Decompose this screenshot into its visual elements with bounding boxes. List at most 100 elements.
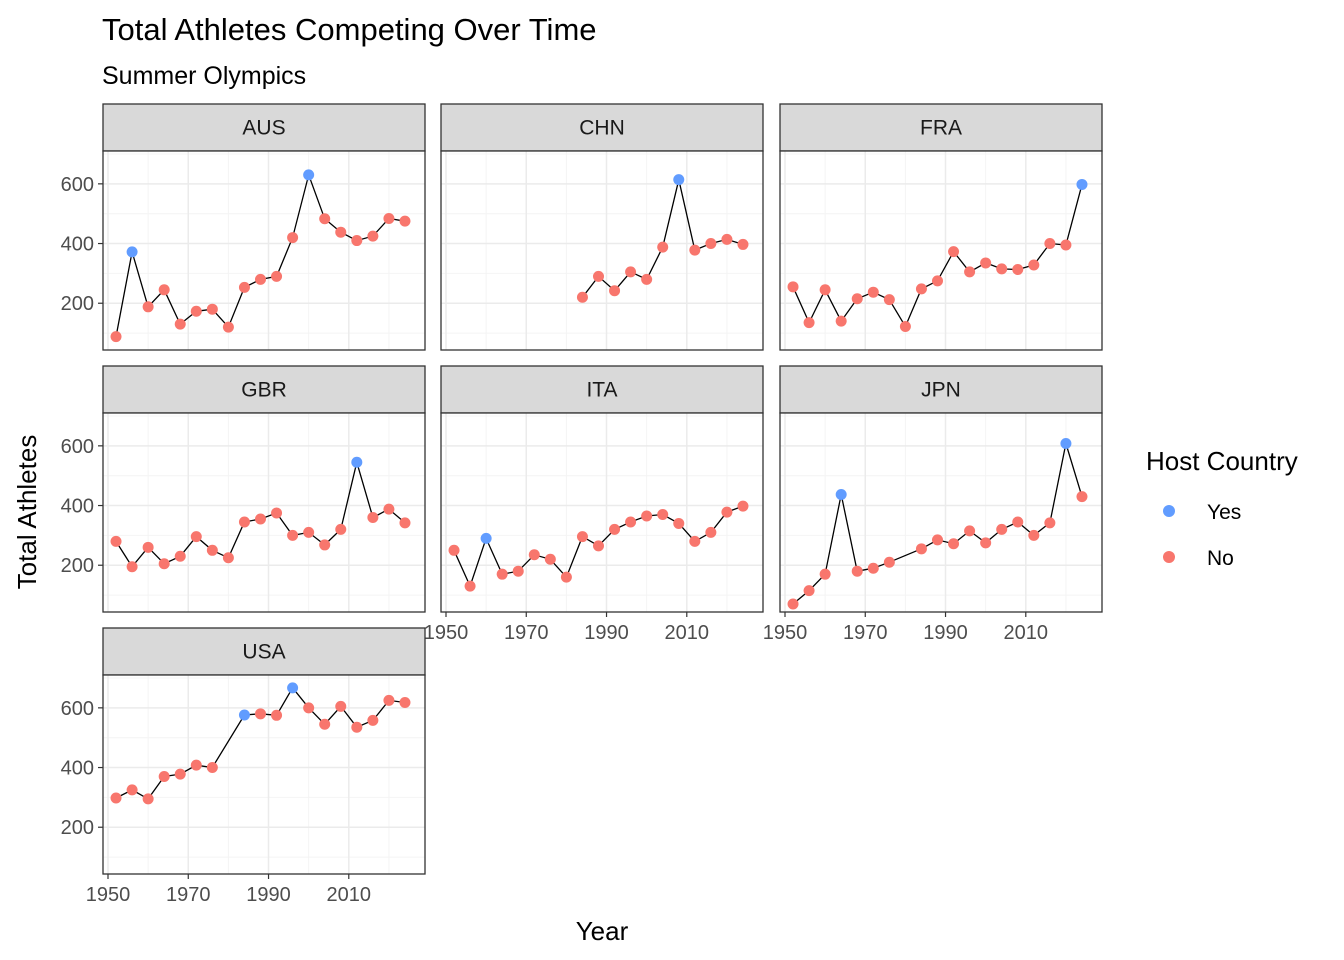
data-point: JPN 1964: 437: [835, 488, 847, 500]
x-tick-label: 1950: [424, 622, 469, 644]
facet-label: ITA: [586, 379, 617, 402]
data-point: CHN 2024: 397: [737, 238, 749, 250]
data-point: CHN 1984: 220: [576, 291, 588, 303]
legend-label-yes: Yes: [1207, 501, 1241, 524]
data-point: AUS 1964: 245: [158, 284, 170, 296]
data-point: FRA 1980: 122: [899, 321, 911, 333]
data-point: AUS 2008: 438: [335, 226, 347, 238]
data-point: JPN 1952: 70: [787, 598, 799, 610]
chart-title: Total Athletes Competing Over Time: [102, 12, 597, 47]
data-point: ITA 1968: 180: [512, 565, 524, 577]
x-axis-title: Year: [576, 916, 629, 946]
data-point: USA 2016: 558: [367, 714, 379, 726]
data-point: CHN 2016: 400: [705, 238, 717, 250]
data-point: CHN 1992: 242: [609, 285, 621, 297]
x-tick-label: 1950: [86, 884, 131, 906]
y-tick-label: 600: [61, 436, 94, 458]
data-point: FRA 1976: 212: [883, 294, 895, 306]
data-point: AUS 1956: 372: [126, 246, 138, 258]
data-point: FRA 1984: 248: [915, 283, 927, 295]
data-point: AUS 1996: 420: [287, 232, 299, 244]
y-tick-label: 400: [61, 758, 94, 780]
y-tick-label: 400: [61, 496, 94, 518]
data-point: GBR 2000: 310: [303, 526, 315, 538]
data-point: GBR 2012: 545: [351, 456, 363, 468]
data-point: CHN 2020: 414: [721, 233, 733, 245]
data-point: GBR 2008: 320: [335, 523, 347, 535]
data-point: JPN 1992: 272: [948, 538, 960, 550]
data-point: GBR 1956: 195: [126, 561, 138, 573]
data-point: GBR 2020: 388: [383, 503, 395, 515]
y-tick-label: 200: [61, 293, 94, 315]
facet-aus: AUS AUS 1952: 88 AUS 1956: 372 AUS 1960: 18…: [61, 103, 426, 351]
data-point: AUS 2016: 425: [367, 230, 379, 242]
data-point: ITA 1976: 220: [544, 553, 556, 565]
data-point: USA 1984: 576: [238, 709, 250, 721]
panel-border: [102, 412, 426, 613]
data-point: FRA 2020: 395: [1060, 239, 1072, 251]
data-point: ITA 1956: 130: [464, 580, 476, 592]
facet-strip: [440, 365, 764, 414]
facet-usa: USA USA 1952: 298 USA 1956: 325 USA 1960: 2…: [61, 627, 426, 906]
data-point: ITA 2024: 398: [737, 500, 749, 512]
data-point: CHN 1996: 305: [625, 266, 637, 278]
data-point: JPN 1956: 115: [803, 585, 815, 597]
data-point: ITA 2016: 310: [705, 526, 717, 538]
panel-background: [103, 413, 425, 612]
legend-title: Host Country: [1146, 446, 1298, 476]
data-point: AUS 1968: 130: [174, 318, 186, 330]
data-point: GBR 1984: 345: [238, 516, 250, 528]
chart-subtitle: Summer Olympics: [102, 62, 306, 90]
data-point: AUS 1976: 180: [206, 303, 218, 315]
panel-border: [779, 412, 1103, 613]
data-point: FRA 2016: 400: [1044, 238, 1056, 250]
x-tick-label: 2010: [327, 884, 372, 906]
data-point: USA 1952: 298: [110, 792, 122, 804]
data-point: FRA 1964: 140: [835, 315, 847, 327]
panel-border: [440, 412, 764, 613]
data-point: JPN 1972: 190: [867, 562, 879, 574]
data-point: FRA 2000: 335: [980, 257, 992, 269]
panel-background: [441, 413, 763, 612]
data-point: JPN 1984: 255: [915, 543, 927, 555]
data-point: ITA 1992: 320: [609, 523, 621, 535]
data-point: GBR 1996: 300: [287, 529, 299, 541]
data-point: GBR 1968: 230: [174, 550, 186, 562]
data-point: FRA 1952: 255: [787, 281, 799, 293]
x-tick-label: 1990: [584, 622, 629, 644]
y-tick-label: 600: [61, 698, 94, 720]
data-point: FRA 1992: 373: [948, 246, 960, 258]
data-point: FRA 1972: 237: [867, 286, 879, 298]
data-point: CHN 2012: 378: [689, 244, 701, 256]
data-point: JPN 1968: 180: [851, 565, 863, 577]
facet-gbr: GBR GBR 1952: 280 GBR 1956: 195 GBR 1960: 2…: [61, 365, 426, 613]
panel-border: [440, 150, 764, 351]
legend: Host Country Yes No: [1146, 446, 1298, 570]
data-point: USA 2024: 618: [399, 696, 411, 708]
facet-jpn: JPN JPN 1952: 70 JPN 1956: 115 JPN 1960: 17…: [763, 365, 1103, 644]
legend-label-no: No: [1207, 547, 1234, 570]
y-tick-label: 600: [61, 174, 94, 196]
data-point: ITA 2020: 378: [721, 506, 733, 518]
data-point: ITA 2008: 340: [673, 517, 685, 529]
panel-background: [441, 151, 763, 350]
data-point: USA 2012: 535: [351, 721, 363, 733]
data-point: AUS 1972: 173: [190, 305, 202, 317]
x-tick-label: 1970: [504, 622, 549, 644]
x-tick-label: 1990: [246, 884, 291, 906]
data-point: JPN 2016: 342: [1044, 517, 1056, 529]
data-point: USA 1968: 378: [174, 768, 186, 780]
data-point: ITA 1960: 290: [480, 532, 492, 544]
facet-strip: [102, 365, 426, 414]
data-point: USA 2000: 600: [303, 702, 315, 714]
data-point: FRA 1996: 305: [964, 266, 976, 278]
panel-border: [779, 150, 1103, 351]
data-point: FRA 2024: 598: [1076, 178, 1088, 190]
facet-label: JPN: [921, 379, 961, 402]
data-point: GBR 1980: 225: [222, 552, 234, 564]
facet-label: FRA: [920, 117, 962, 140]
facet-fra: FRA FRA 1952: 255 FRA 1956: 135 FRA 1960: 2…: [779, 103, 1103, 351]
panel-border: [102, 674, 426, 875]
